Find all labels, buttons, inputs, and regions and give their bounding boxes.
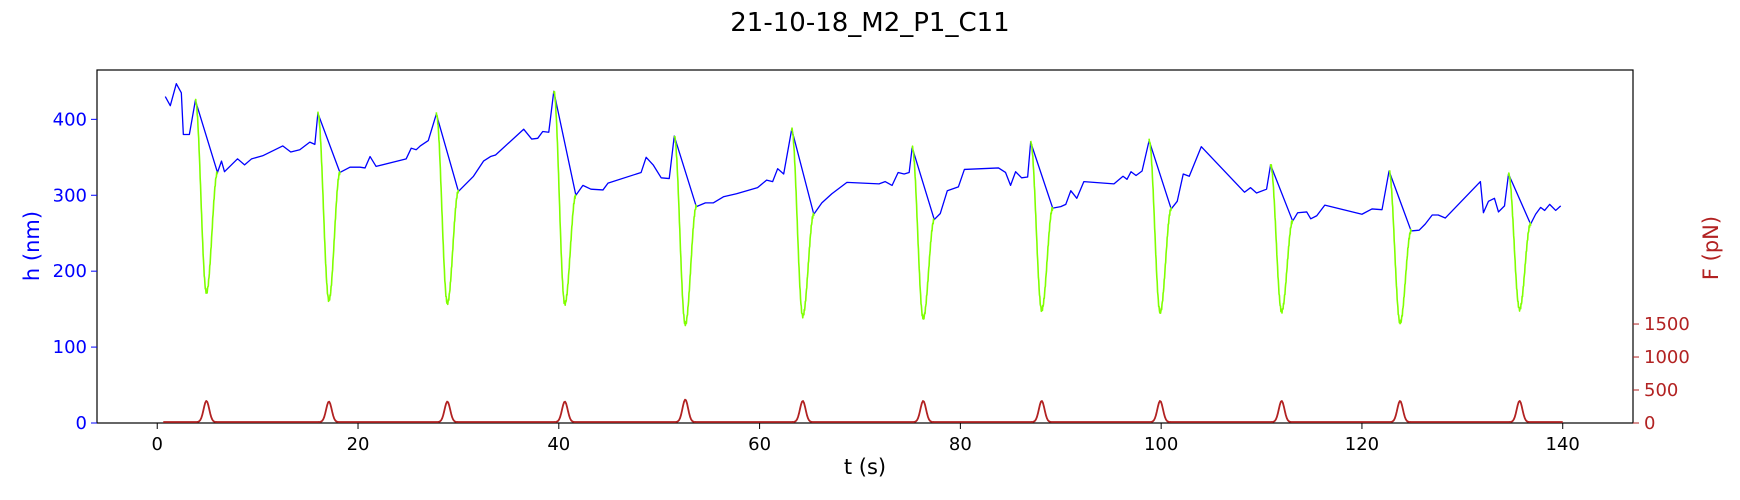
- height-trace: [164, 83, 1562, 232]
- compression-segment: [911, 145, 935, 320]
- y-left-tick-label: 300: [53, 185, 87, 206]
- x-tick-label: 20: [347, 434, 370, 455]
- y-axis-right: 0 500 1000 1500: [1633, 314, 1690, 434]
- plot-area: [96, 69, 1634, 424]
- plot-lines: [163, 83, 1563, 423]
- y-left-tick-label: 200: [53, 261, 87, 282]
- y-axis-left: 0 100 200 300 400: [53, 109, 97, 434]
- y-left-tick-label: 400: [53, 109, 87, 130]
- x-tick-label: 0: [152, 434, 163, 455]
- compression-segment: [673, 135, 698, 327]
- x-tick-label: 100: [1144, 434, 1178, 455]
- x-tick-label: 140: [1546, 434, 1580, 455]
- y-axis-left-label: h (nm): [20, 211, 44, 281]
- compression-segment: [435, 112, 460, 306]
- force-trace: [163, 398, 1563, 423]
- x-tick-label: 40: [547, 434, 570, 455]
- compression-segment: [194, 98, 219, 294]
- x-tick-label: 80: [949, 434, 972, 455]
- y-axis-right-label: F (pN): [1699, 216, 1723, 280]
- compression-segment: [1507, 172, 1532, 312]
- compression-segment: [552, 90, 577, 307]
- x-tick-label: 120: [1345, 434, 1379, 455]
- compression-segment: [317, 111, 341, 303]
- y-right-tick-label: 1500: [1644, 314, 1690, 335]
- y-right-tick-label: 1000: [1644, 347, 1690, 368]
- compression-segment: [790, 127, 815, 319]
- y-right-tick-label: 500: [1644, 380, 1678, 401]
- compression-segment: [1148, 138, 1172, 314]
- compression-segment: [1029, 140, 1054, 313]
- y-right-tick-label: 0: [1644, 413, 1655, 434]
- chart-title: 21-10-18_M2_P1_C11: [730, 8, 1009, 38]
- x-axis-label: t (s): [844, 455, 886, 479]
- y-left-tick-label: 0: [76, 413, 87, 434]
- compression-segment: [1269, 164, 1294, 314]
- x-axis: 0 20 40 60 80 100 120 140: [152, 423, 1580, 455]
- y-left-tick-label: 100: [53, 337, 87, 358]
- compression-segment: [1388, 170, 1412, 325]
- x-tick-label: 60: [748, 434, 771, 455]
